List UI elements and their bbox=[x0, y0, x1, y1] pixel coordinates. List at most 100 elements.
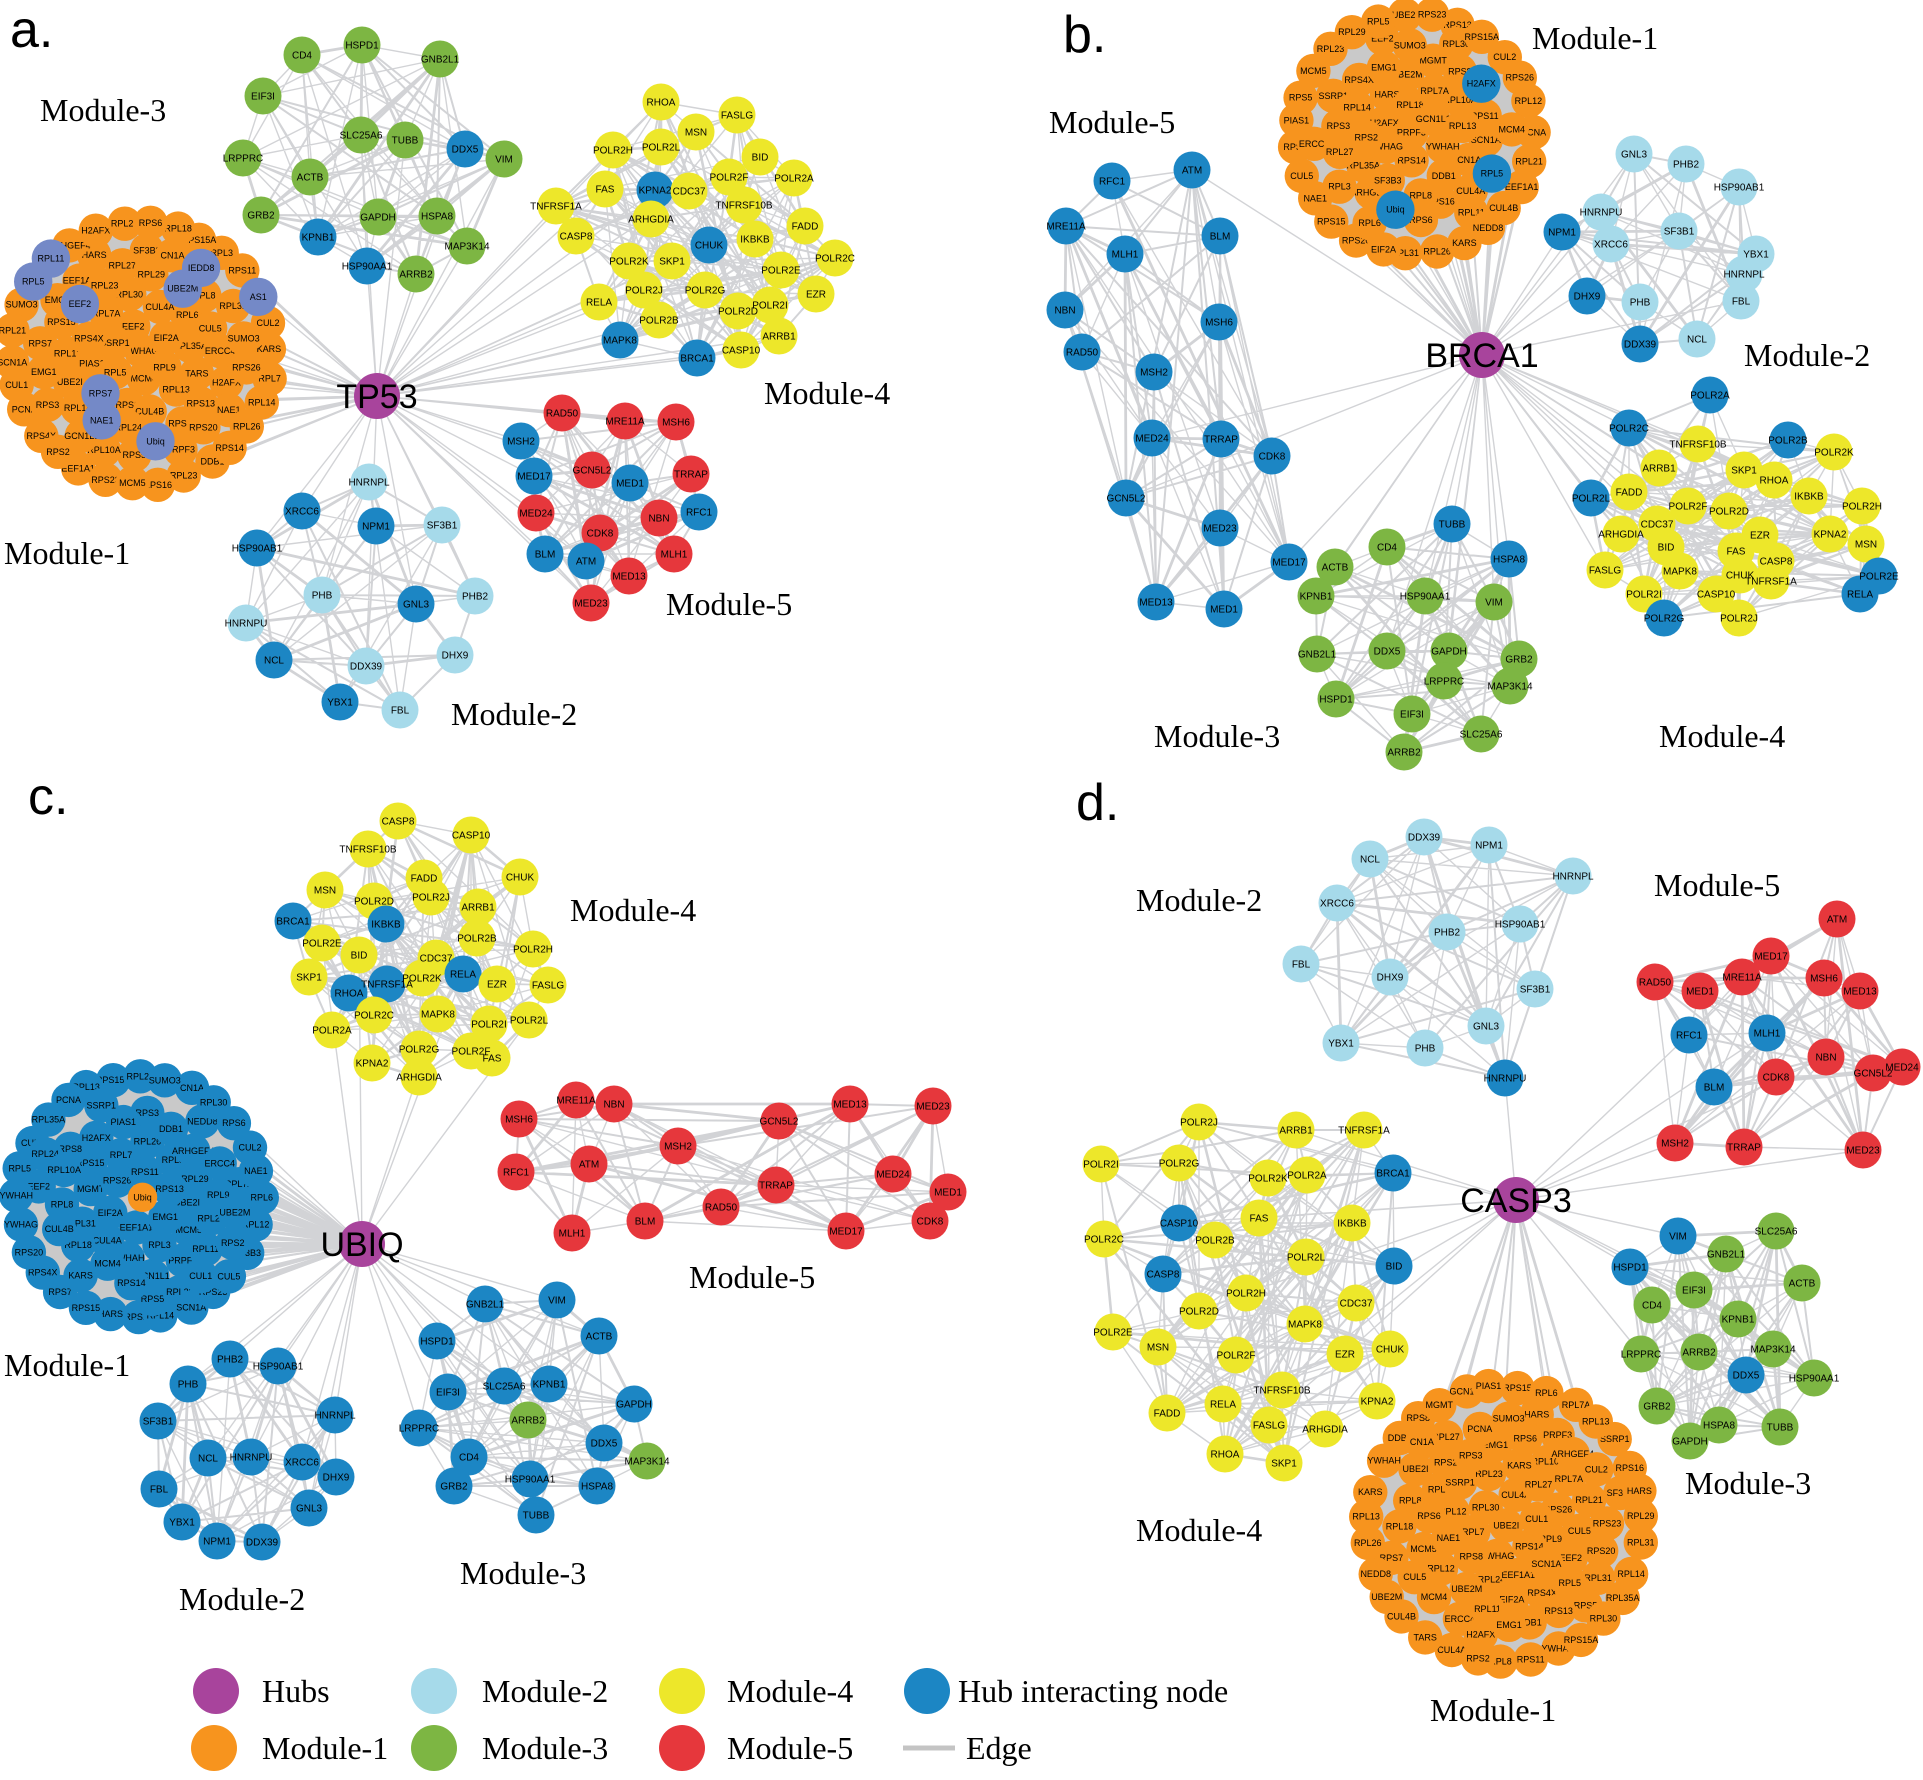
svg-text:POLR2F: POLR2F bbox=[1669, 501, 1708, 512]
svg-text:RPL13: RPL13 bbox=[1352, 1512, 1380, 1522]
svg-text:CUL4B: CUL4B bbox=[1489, 203, 1518, 213]
svg-text:GCN1L1: GCN1L1 bbox=[1416, 114, 1451, 124]
svg-text:MSH2: MSH2 bbox=[507, 436, 535, 447]
svg-text:RPL7A: RPL7A bbox=[1555, 1474, 1584, 1484]
svg-text:RPL5: RPL5 bbox=[1559, 1578, 1582, 1588]
svg-text:RPL35A: RPL35A bbox=[32, 1115, 66, 1125]
svg-text:RPS2: RPS2 bbox=[221, 1238, 245, 1248]
svg-text:CD4: CD4 bbox=[459, 1452, 479, 1463]
svg-text:RPS5: RPS5 bbox=[141, 1294, 165, 1304]
svg-text:RELA: RELA bbox=[586, 297, 612, 308]
svg-text:XRCC6: XRCC6 bbox=[285, 1457, 319, 1468]
svg-text:PRPF3: PRPF3 bbox=[1543, 1430, 1572, 1440]
svg-text:Module-2: Module-2 bbox=[1136, 882, 1262, 918]
svg-text:RPS26: RPS26 bbox=[232, 362, 261, 372]
svg-text:PHB2: PHB2 bbox=[1673, 159, 1700, 170]
svg-text:RPL18: RPL18 bbox=[1396, 100, 1424, 110]
svg-text:BRCA1: BRCA1 bbox=[1376, 1168, 1410, 1179]
svg-text:MED1: MED1 bbox=[616, 478, 644, 489]
svg-text:RPL6: RPL6 bbox=[1535, 1388, 1558, 1398]
svg-text:TRRAP: TRRAP bbox=[759, 1180, 793, 1191]
svg-text:Module-1: Module-1 bbox=[1430, 1692, 1556, 1728]
svg-text:CDC37: CDC37 bbox=[673, 186, 706, 197]
svg-text:RPL31: RPL31 bbox=[68, 1219, 96, 1229]
svg-text:SF3B3: SF3B3 bbox=[133, 245, 161, 255]
svg-text:CHUK: CHUK bbox=[695, 240, 724, 251]
svg-text:DDX39: DDX39 bbox=[1408, 832, 1441, 843]
svg-text:MRE11A: MRE11A bbox=[1046, 221, 1086, 232]
svg-text:RPL6: RPL6 bbox=[176, 310, 199, 320]
svg-text:MED23: MED23 bbox=[916, 1101, 950, 1112]
svg-text:SSRP1: SSRP1 bbox=[1445, 1478, 1475, 1488]
svg-text:RPL7: RPL7 bbox=[258, 374, 281, 384]
svg-text:GRB2: GRB2 bbox=[1643, 1401, 1671, 1412]
svg-text:XRCC6: XRCC6 bbox=[1594, 239, 1628, 250]
svg-text:MRE11A: MRE11A bbox=[556, 1095, 596, 1106]
svg-text:SF3B1: SF3B1 bbox=[1664, 226, 1695, 237]
svg-text:GAPDH: GAPDH bbox=[1672, 1436, 1708, 1447]
svg-text:SUMO3: SUMO3 bbox=[228, 333, 260, 343]
svg-text:MCM4: MCM4 bbox=[94, 1259, 121, 1269]
svg-text:CASP8: CASP8 bbox=[382, 816, 415, 827]
svg-text:DDX39: DDX39 bbox=[246, 1537, 279, 1548]
svg-text:RPS6: RPS6 bbox=[1514, 1434, 1538, 1444]
svg-text:RPS7: RPS7 bbox=[1380, 1553, 1404, 1563]
svg-text:MSN: MSN bbox=[314, 885, 336, 896]
svg-text:PRPF3: PRPF3 bbox=[168, 1256, 197, 1266]
svg-text:HSP90AB1: HSP90AB1 bbox=[1714, 182, 1765, 193]
svg-text:PHB: PHB bbox=[1630, 297, 1651, 308]
svg-text:HSP90AA1: HSP90AA1 bbox=[342, 261, 393, 272]
svg-text:RPS15: RPS15 bbox=[47, 317, 76, 327]
svg-text:RPL18: RPL18 bbox=[64, 1240, 92, 1250]
svg-text:NAE1: NAE1 bbox=[90, 415, 114, 425]
svg-text:Hub interacting node: Hub interacting node bbox=[958, 1673, 1228, 1709]
svg-text:RPS11: RPS11 bbox=[228, 265, 256, 275]
svg-text:RPL7A: RPL7A bbox=[1420, 86, 1449, 96]
svg-text:c.: c. bbox=[28, 768, 68, 826]
svg-text:Ubiq: Ubiq bbox=[1386, 205, 1405, 215]
svg-text:NEDD8: NEDD8 bbox=[187, 1116, 218, 1126]
svg-text:Module-4: Module-4 bbox=[1136, 1512, 1262, 1548]
svg-text:HSP90AB1: HSP90AB1 bbox=[253, 1361, 304, 1372]
svg-text:NBN: NBN bbox=[603, 1099, 624, 1110]
svg-text:UBE2M: UBE2M bbox=[1371, 1592, 1402, 1602]
svg-text:RPL27: RPL27 bbox=[1525, 1480, 1553, 1490]
svg-text:TNFRSF10B: TNFRSF10B bbox=[339, 844, 397, 855]
svg-text:EMG1: EMG1 bbox=[31, 367, 57, 377]
svg-text:Module-4: Module-4 bbox=[727, 1673, 853, 1709]
svg-text:NCL: NCL bbox=[198, 1453, 218, 1464]
svg-text:RPS4X: RPS4X bbox=[1527, 1588, 1557, 1598]
svg-text:KPNB1: KPNB1 bbox=[533, 1379, 566, 1390]
svg-text:ERCC4: ERCC4 bbox=[1299, 139, 1330, 149]
svg-text:Module-3: Module-3 bbox=[482, 1730, 608, 1766]
svg-text:EEF1A1: EEF1A1 bbox=[120, 1223, 154, 1233]
svg-text:FADD: FADD bbox=[1616, 487, 1643, 498]
svg-text:YWHAH: YWHAH bbox=[1426, 141, 1460, 151]
svg-text:EZR: EZR bbox=[1750, 530, 1770, 541]
svg-text:SUMO3: SUMO3 bbox=[1493, 1414, 1525, 1424]
svg-text:FAS: FAS bbox=[1727, 546, 1746, 557]
svg-text:MED24: MED24 bbox=[1885, 1062, 1919, 1073]
svg-text:IKBKB: IKBKB bbox=[740, 234, 770, 245]
svg-text:IKBKB: IKBKB bbox=[1794, 491, 1824, 502]
svg-text:TUBB: TUBB bbox=[392, 135, 419, 146]
svg-text:POLR2D: POLR2D bbox=[1179, 1306, 1219, 1317]
svg-text:RPL30: RPL30 bbox=[200, 1097, 228, 1107]
svg-text:RPL30: RPL30 bbox=[116, 289, 144, 299]
svg-text:MGMT: MGMT bbox=[1419, 56, 1447, 66]
svg-text:RPS2: RPS2 bbox=[1466, 1653, 1490, 1663]
svg-text:VIM: VIM bbox=[548, 1295, 566, 1306]
svg-text:DDX5: DDX5 bbox=[452, 144, 479, 155]
svg-text:ARHGDIA: ARHGDIA bbox=[628, 214, 674, 225]
svg-text:SSRP1: SSRP1 bbox=[1600, 1434, 1630, 1444]
svg-text:SUMO3: SUMO3 bbox=[149, 1075, 181, 1085]
svg-text:CUL5: CUL5 bbox=[199, 323, 222, 333]
svg-text:ARHGEF4: ARHGEF4 bbox=[48, 240, 91, 250]
svg-text:SLC25A6: SLC25A6 bbox=[1460, 729, 1503, 740]
svg-text:RPS13: RPS13 bbox=[168, 418, 197, 428]
svg-text:KPNA2: KPNA2 bbox=[356, 1058, 389, 1069]
svg-text:KPNA2: KPNA2 bbox=[639, 185, 672, 196]
svg-text:CN1A: CN1A bbox=[180, 1083, 204, 1093]
svg-text:FAS: FAS bbox=[483, 1053, 502, 1064]
svg-text:POLR2B: POLR2B bbox=[639, 315, 679, 326]
